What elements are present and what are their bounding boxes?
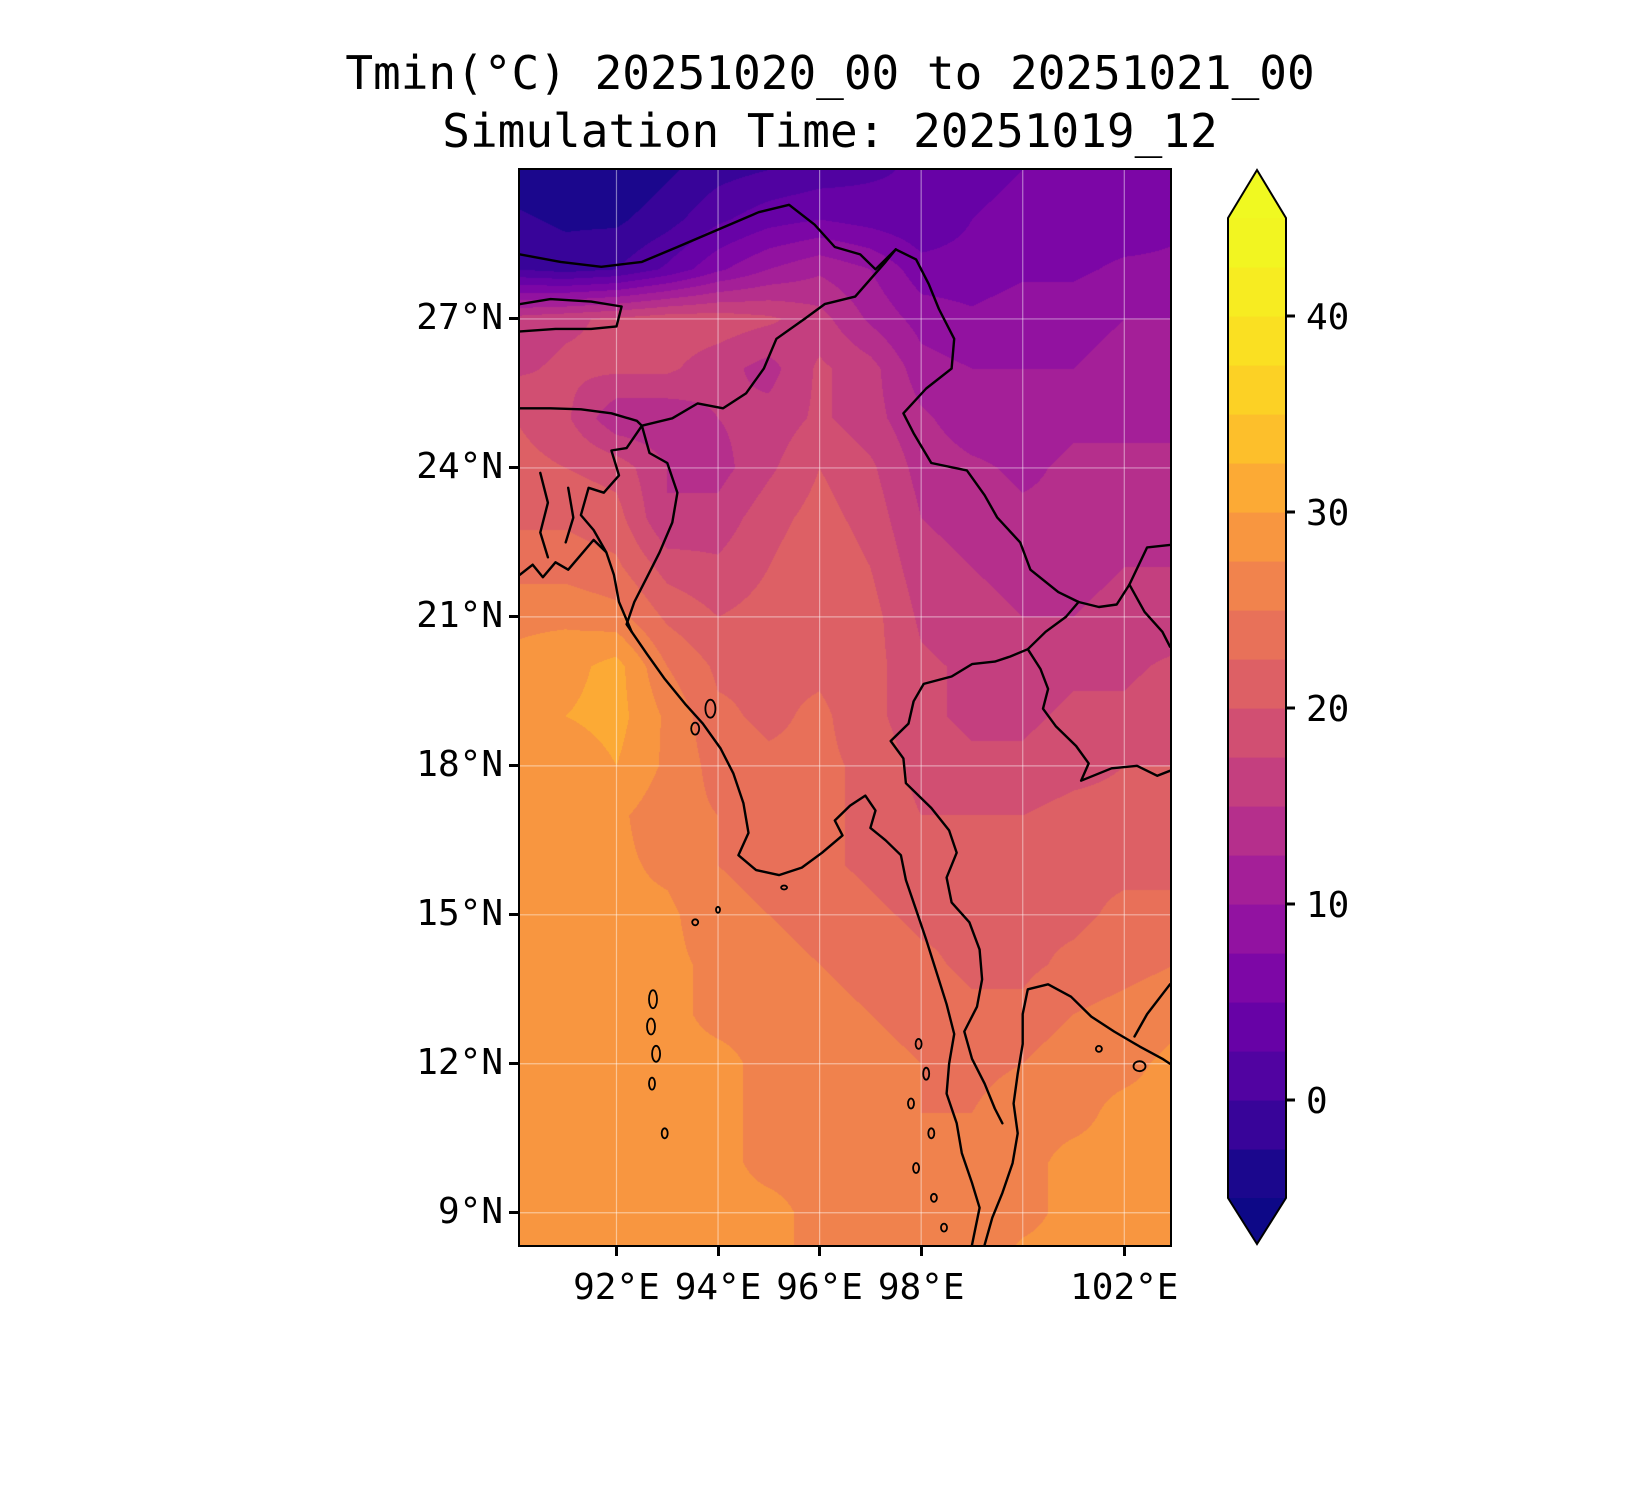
colorbar-tick-label: 0 <box>1306 1081 1328 1122</box>
colorbar-band <box>1228 1100 1286 1150</box>
colorbar-tick-label: 20 <box>1306 689 1349 730</box>
y-tick-mark <box>509 1211 520 1215</box>
y-tick-label: 18°N <box>416 743 503 785</box>
x-tick-label: 96°E <box>776 1267 863 1308</box>
colorbar-band <box>1228 757 1286 807</box>
x-tick-label: 92°E <box>573 1267 660 1308</box>
y-tick-mark <box>509 466 520 470</box>
y-tick-label: 12°N <box>416 1041 503 1083</box>
x-tick-mark <box>818 1245 822 1256</box>
y-tick-mark <box>509 615 520 619</box>
colorbar-tick-label: 40 <box>1306 297 1349 338</box>
chart-subtitle: Simulation Time: 20251019_12 <box>442 104 1218 158</box>
y-tick-label: 21°N <box>416 594 503 636</box>
colorbar-extend-top <box>1228 170 1286 218</box>
colorbar-tick-label: 30 <box>1306 493 1349 534</box>
colorbar-band <box>1228 267 1286 317</box>
x-tick-label: 102°E <box>1070 1267 1179 1308</box>
chart-title: Tmin(°C) 20251020_00 to 20251021_00 <box>345 46 1315 100</box>
x-tick-mark <box>716 1245 720 1256</box>
colorbar-band <box>1228 659 1286 709</box>
colorbar-band <box>1228 316 1286 366</box>
y-tick-mark <box>509 764 520 768</box>
colorbar-band <box>1228 855 1286 905</box>
y-tick-mark <box>509 1062 520 1066</box>
colorbar-band <box>1228 512 1286 562</box>
colorbar-extend-bottom <box>1228 1198 1286 1244</box>
colorbar-tick-label: 10 <box>1306 885 1349 926</box>
colorbar-band <box>1228 1051 1286 1101</box>
x-tick-label: 98°E <box>877 1267 965 1308</box>
colorbar-band <box>1228 953 1286 1003</box>
colorbar-outline <box>1227 168 1287 1246</box>
y-tick-label: 27°N <box>416 296 503 338</box>
y-tick-mark <box>509 913 520 917</box>
y-tick-label: 24°N <box>416 445 503 487</box>
colorbar-band <box>1228 1149 1286 1199</box>
y-tick-label: 9°N <box>437 1190 503 1232</box>
colorbar: 0 10 20 30 40 <box>1227 168 1349 1246</box>
y-tick-label: 15°N <box>416 892 503 934</box>
colorbar-band <box>1228 806 1286 856</box>
colorbar-band <box>1228 463 1286 513</box>
temperature-field-canvas <box>520 170 1170 1245</box>
x-tick-mark <box>919 1245 923 1256</box>
colorbar-band <box>1228 414 1286 464</box>
x-tick-label: 94°E <box>674 1267 762 1308</box>
colorbar-band <box>1228 708 1286 758</box>
colorbar-band <box>1228 610 1286 660</box>
x-tick-mark <box>1122 1245 1126 1256</box>
colorbar-band <box>1228 904 1286 954</box>
y-tick-mark <box>509 317 520 321</box>
colorbar-band <box>1228 365 1286 415</box>
colorbar-band <box>1228 218 1286 268</box>
colorbar-band <box>1228 1002 1286 1052</box>
x-tick-mark <box>614 1245 618 1256</box>
colorbar-band <box>1228 561 1286 611</box>
